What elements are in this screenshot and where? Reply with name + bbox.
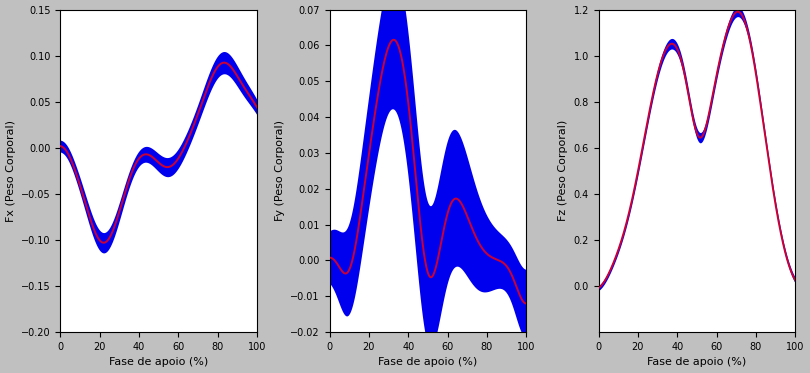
Y-axis label: Fx (Peso Corporal): Fx (Peso Corporal) [6,120,15,222]
X-axis label: Fase de apoio (%): Fase de apoio (%) [647,357,747,367]
Y-axis label: Fz (Peso Corporal): Fz (Peso Corporal) [558,120,568,222]
Y-axis label: Fy (Peso Corporal): Fy (Peso Corporal) [275,120,284,221]
X-axis label: Fase de apoio (%): Fase de apoio (%) [378,357,477,367]
X-axis label: Fase de apoio (%): Fase de apoio (%) [109,357,208,367]
